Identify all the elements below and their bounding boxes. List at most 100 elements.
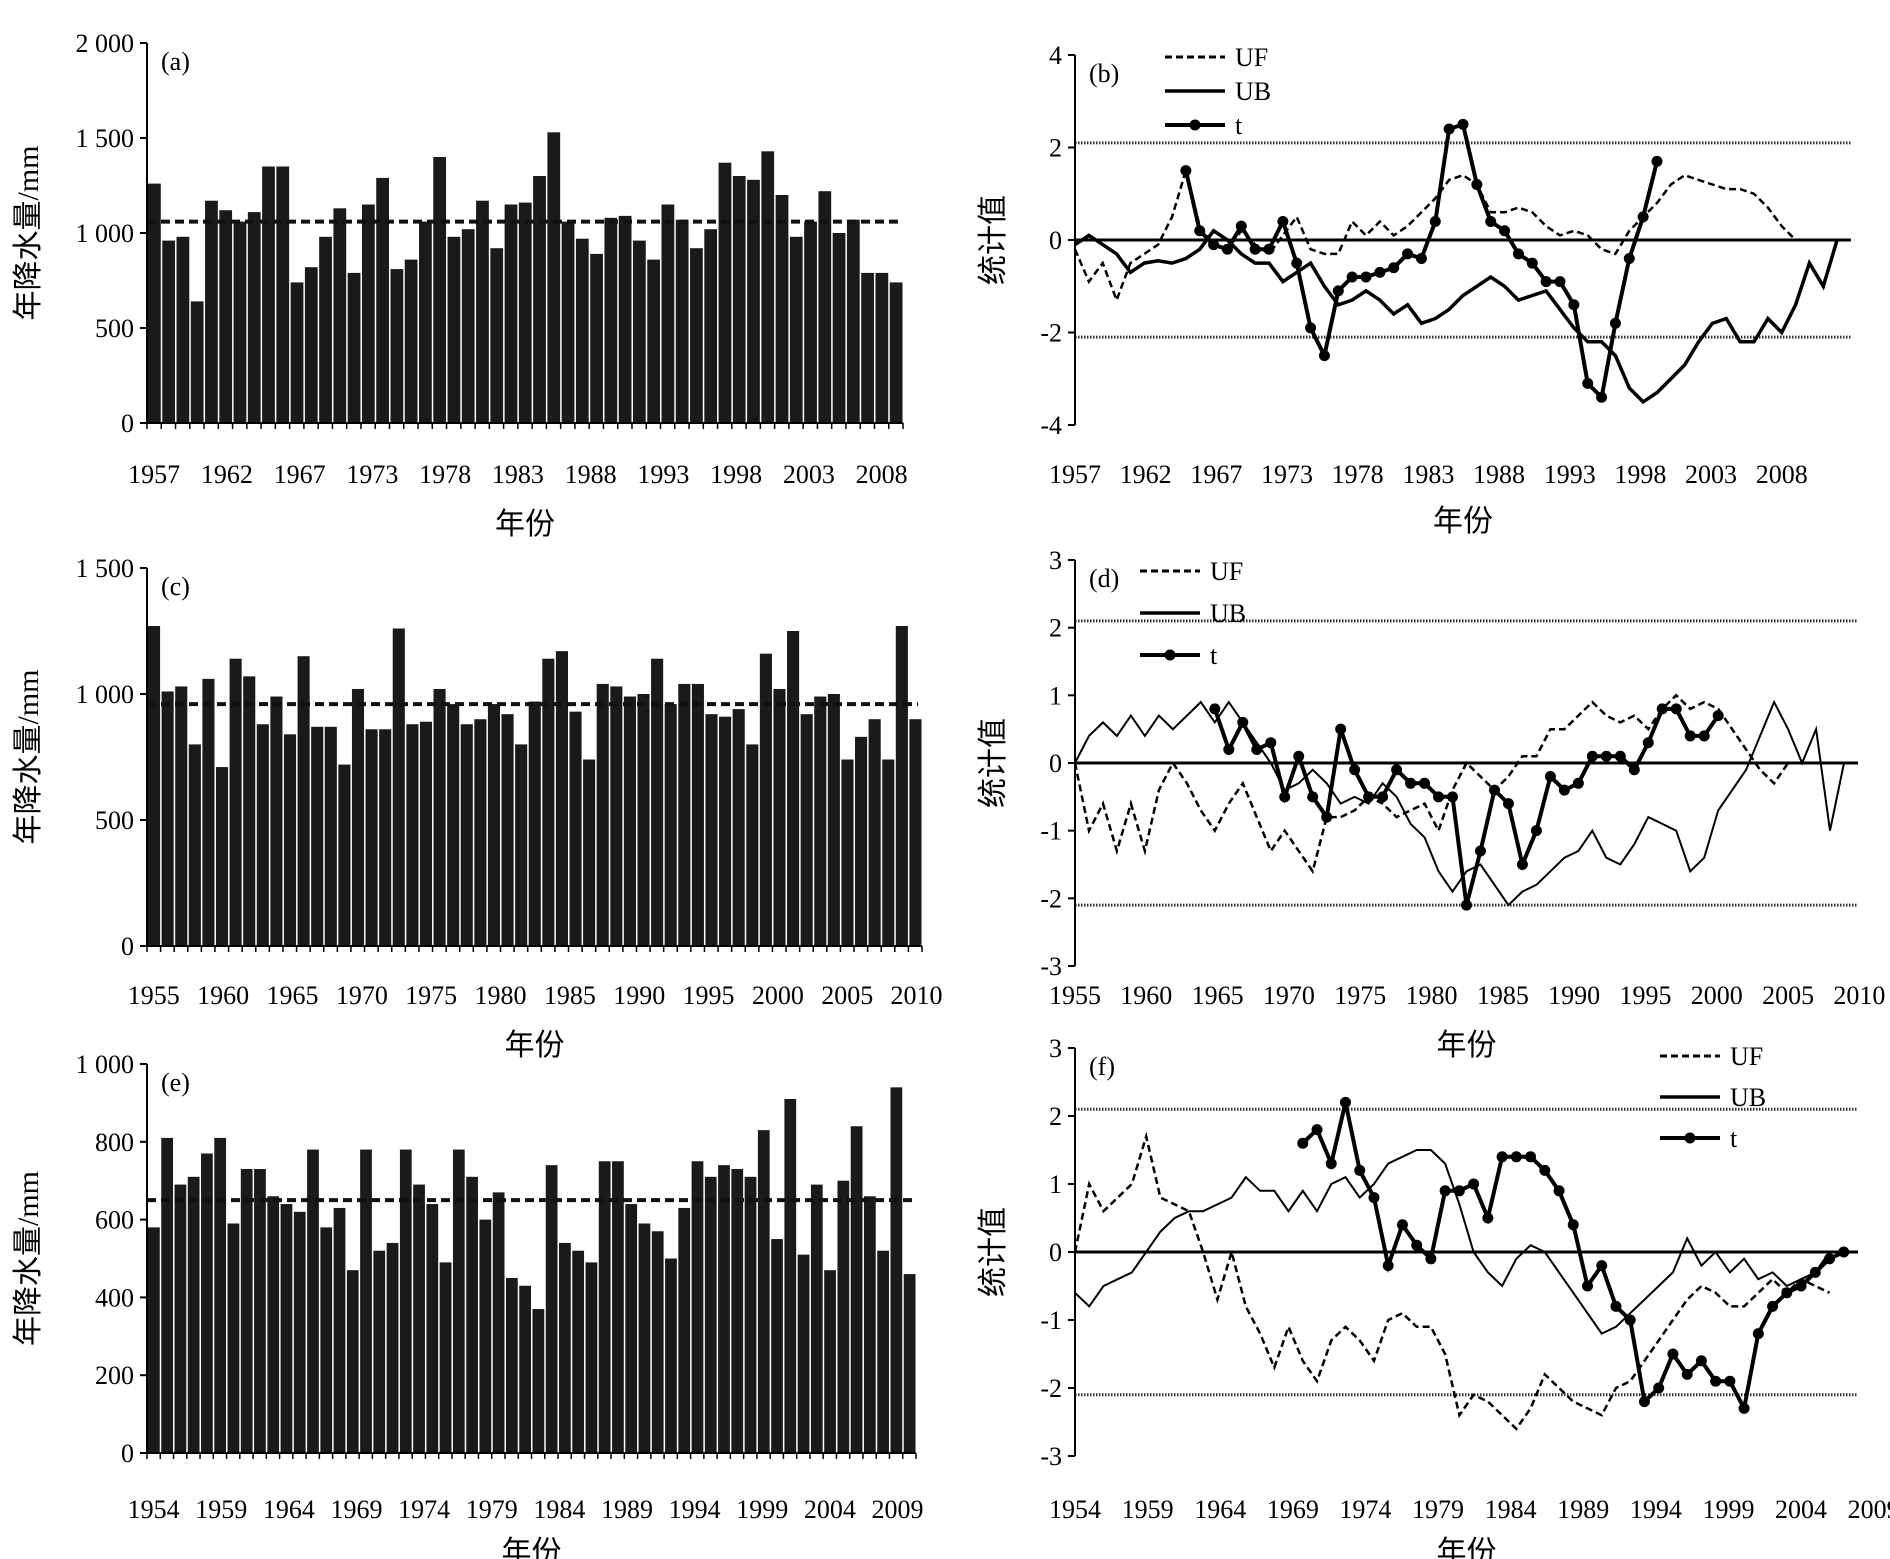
series-point-t [1235,220,1247,232]
bar [390,269,404,423]
series-point-t [1554,276,1566,288]
y-tick-label: 4 [1049,41,1062,70]
series-point-t [1516,859,1528,870]
bar [406,724,419,946]
series-point-t [1824,1253,1836,1265]
legend-label-UF: UF [1235,43,1268,72]
y-axis-title: 统计值 [977,1207,1010,1297]
legend-marker-t [1164,649,1176,661]
series-point-t [1405,777,1417,789]
bar [824,1270,836,1453]
bar [148,183,161,423]
y-axis-title: 统计值 [977,718,1010,808]
bar [174,1184,187,1453]
bar [547,132,561,424]
bar [623,696,636,946]
series-point-t [1656,703,1668,715]
bar [148,625,161,946]
series-point-t [1496,1151,1508,1163]
series-point-t [1628,764,1640,776]
y-tick-label: 2 000 [76,29,135,58]
series-point-t [1457,118,1469,130]
bar [247,212,261,423]
bar [618,215,632,423]
y-axis-title: 统计值 [977,195,1010,285]
y-tick-label: -3 [1040,1442,1062,1471]
x-tick-label: 1973 [346,460,398,489]
bar [373,1250,386,1453]
x-tick-label: 1974 [1339,1495,1391,1524]
x-tick-label: 2004 [804,1495,856,1524]
bar [311,726,324,946]
bar [638,1223,651,1453]
bar [559,1242,571,1453]
bar [637,694,650,946]
y-tick-label: 2 [1049,614,1062,643]
series-point-t [1291,257,1303,269]
x-tick-label: 2010 [891,981,943,1010]
legend-label-UB: UB [1730,1083,1766,1112]
series-point-t [1208,239,1220,251]
x-tick-label: 1967 [274,460,326,489]
bar [433,157,447,423]
series-point-t [1609,317,1621,329]
x-tick-label: 1959 [1122,1495,1174,1524]
bar [276,166,290,423]
bar [347,272,361,423]
series-point-t [1339,1096,1351,1108]
bar [501,714,514,946]
bar [797,1254,810,1453]
bar [604,217,618,423]
y-tick-label: -2 [1040,319,1062,348]
x-tick-label: 1960 [197,981,249,1010]
series-point-t [1610,1300,1622,1312]
bar [233,221,247,423]
x-tick-label: 1998 [710,460,762,489]
legend-marker-t [1189,119,1201,131]
x-tick-label: 1957 [1049,460,1101,489]
series-point-t [1332,285,1344,297]
bar [346,1270,359,1453]
y-axis-title: 年降水量/mm [12,1171,45,1346]
y-tick-label: 1 [1049,1170,1062,1199]
bar [664,704,677,946]
bar [827,694,840,946]
bar [479,1219,492,1453]
series-point-t [1263,243,1275,255]
y-tick-label: -2 [1040,1374,1062,1403]
bar [719,716,732,946]
bar [433,688,446,946]
chart-panel-f: -3 -2 -1 0 1 2 3 1954 1959 1964 1969 1974 1979 1984 19… [977,1034,1890,1559]
bar [625,1204,638,1453]
bar [718,1165,730,1453]
x-axis-title: 年份 [505,1029,565,1062]
y-tick-label: -2 [1040,884,1062,913]
x-tick-label: 1993 [637,460,689,489]
bar [304,267,318,423]
bar [651,1231,664,1453]
series-point-t [1237,716,1249,728]
y-tick-label: -3 [1040,952,1062,981]
bar [575,238,589,423]
x-tick-label: 1960 [1120,981,1172,1010]
bar [188,744,201,946]
bar [219,210,233,423]
bar [365,729,378,946]
bar [850,1126,863,1453]
series-line-UF [1073,1131,1831,1431]
series-point-t [1553,1185,1565,1197]
bar [229,658,242,946]
panel-label: (e) [161,1068,190,1097]
series-point-t [1325,1158,1337,1170]
series-point-t [1681,1368,1693,1380]
y-axis-title: 年降水量/mm [12,669,45,844]
series-point-t [1447,791,1459,803]
bar [651,658,664,946]
panel-label: (c) [161,572,190,601]
x-tick-label: 1964 [263,1495,315,1524]
series-point-t [1670,703,1682,715]
x-axis-title: 年份 [1433,505,1493,538]
series-point-t [1582,377,1594,389]
bar [518,202,532,423]
y-tick-label: 0 [1049,226,1062,255]
